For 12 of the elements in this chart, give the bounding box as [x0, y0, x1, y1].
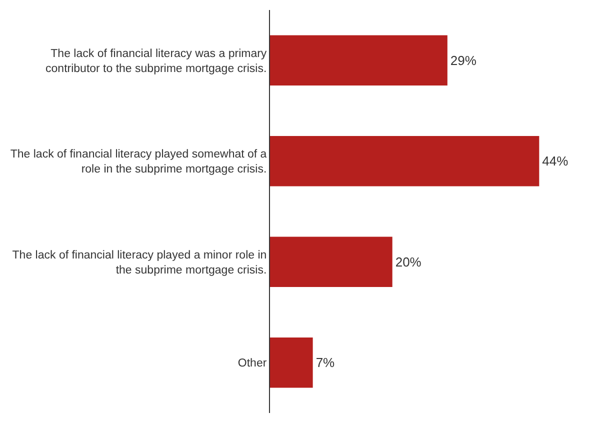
data-label: 44% — [542, 154, 569, 169]
data-label: 7% — [316, 355, 336, 370]
y-tick-label: The lack of financial literacy was a primary contributor to the subprime mortgage crisis. — [46, 48, 267, 75]
bar — [270, 136, 540, 186]
bar — [270, 35, 448, 86]
y-tick-label: Other — [238, 358, 267, 370]
bar — [270, 236, 392, 288]
bar — [270, 337, 313, 388]
y-tick-label: The lack of financial literacy played somewhat of a role in the subprime mortgage crisis. — [10, 148, 268, 176]
data-label: 20% — [395, 254, 422, 270]
y-tick-label: The lack of financial literacy played a minor role in the subprime mortgage crisis. — [12, 249, 267, 276]
data-label: 29% — [450, 52, 477, 68]
